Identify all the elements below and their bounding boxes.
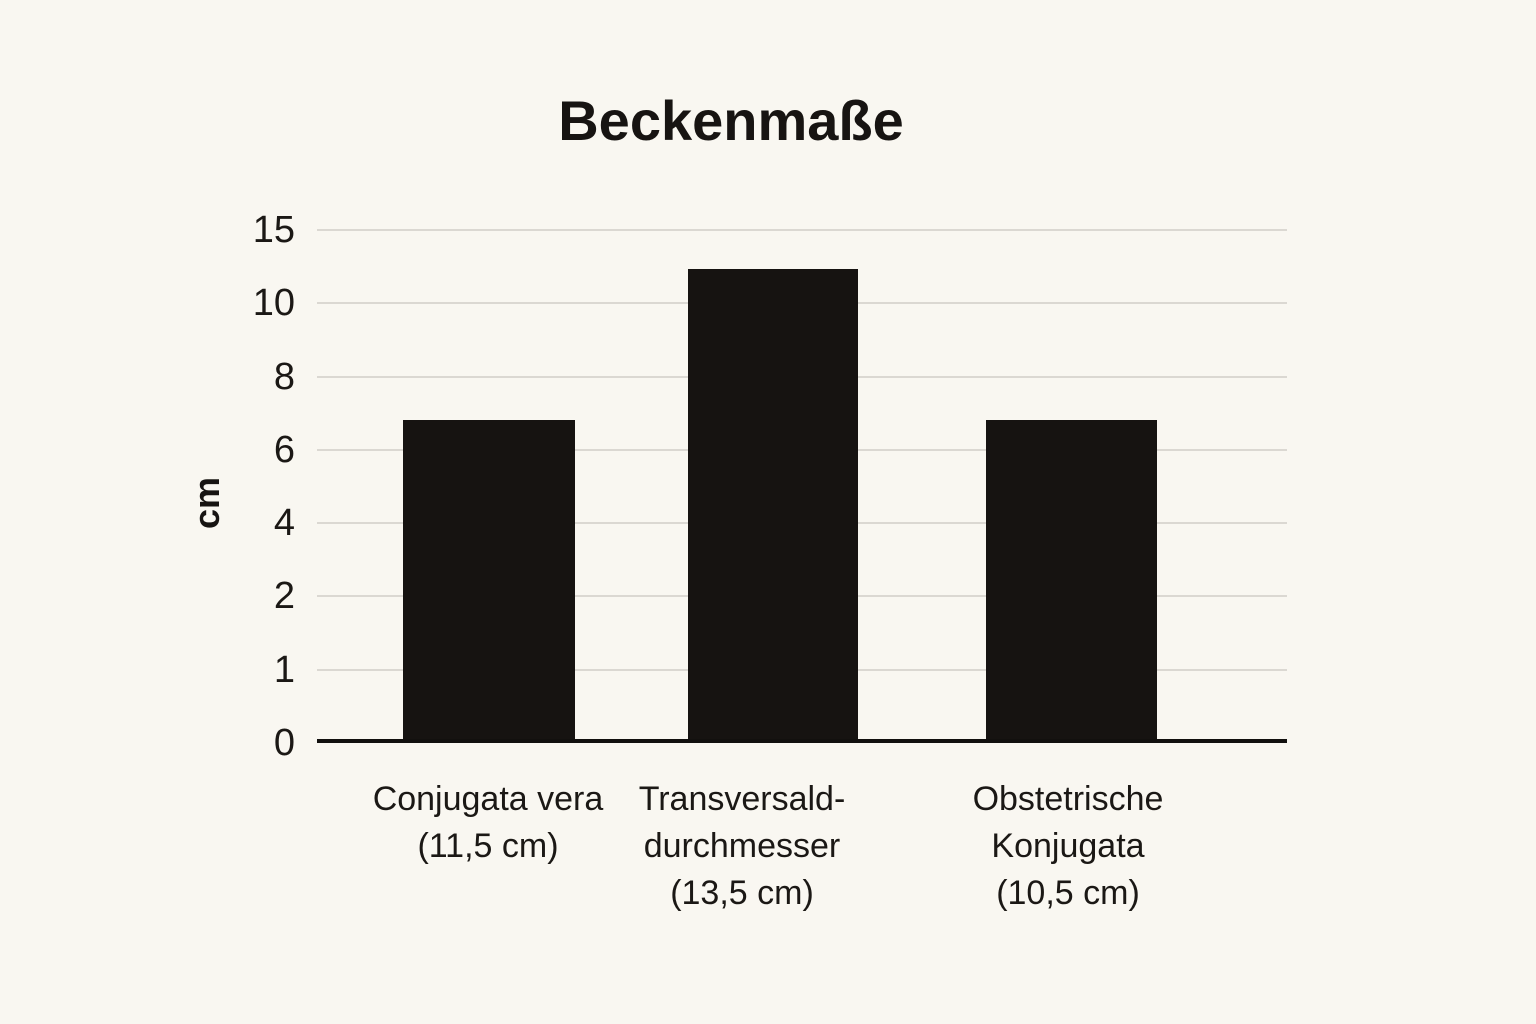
xtick-label-line: Obstetrische (972, 780, 1164, 818)
xtick-label-3: Obstetrische Konjugata (10,5 cm) (848, 776, 1288, 917)
xtick-label-line: Konjugata (991, 827, 1145, 865)
gridline-15 (317, 229, 1287, 231)
x-axis-line (317, 739, 1287, 743)
xtick-label-line: (10,5 cm) (996, 874, 1140, 912)
bar-2 (688, 269, 858, 743)
bar-1 (403, 420, 575, 743)
ytick-label-8: 8 (273, 355, 295, 398)
ytick-label-10: 10 (252, 282, 295, 325)
ytick-label-2: 2 (273, 575, 295, 618)
plot-area: 15 10 8 6 4 2 1 0 Conjugata vera (11,5 cm) Transv… (253, 210, 1287, 912)
ytick-label-0: 0 (273, 722, 295, 764)
xtick-label-1: Conjugata vera (11,5 cm) (268, 776, 708, 870)
xtick-label-line: Conjugata vera (372, 780, 604, 818)
ytick-label-1: 1 (273, 648, 295, 691)
chart-title: Beckenmaße (558, 89, 904, 152)
ytick-label-6: 6 (273, 428, 295, 471)
xtick-label-2: Transversald-durchmesser (13,5 cm) (522, 776, 962, 917)
ytick-label-15: 15 (252, 209, 295, 251)
xtick-label-line: Transversald- (638, 780, 846, 818)
ytick-label-4: 4 (273, 502, 295, 545)
bar-3 (986, 420, 1157, 743)
xtick-label-line: (11,5 cm) (417, 827, 559, 865)
xtick-label-line: (13,5 cm) (670, 874, 814, 912)
xtick-label-line: durchmesser (643, 827, 841, 865)
